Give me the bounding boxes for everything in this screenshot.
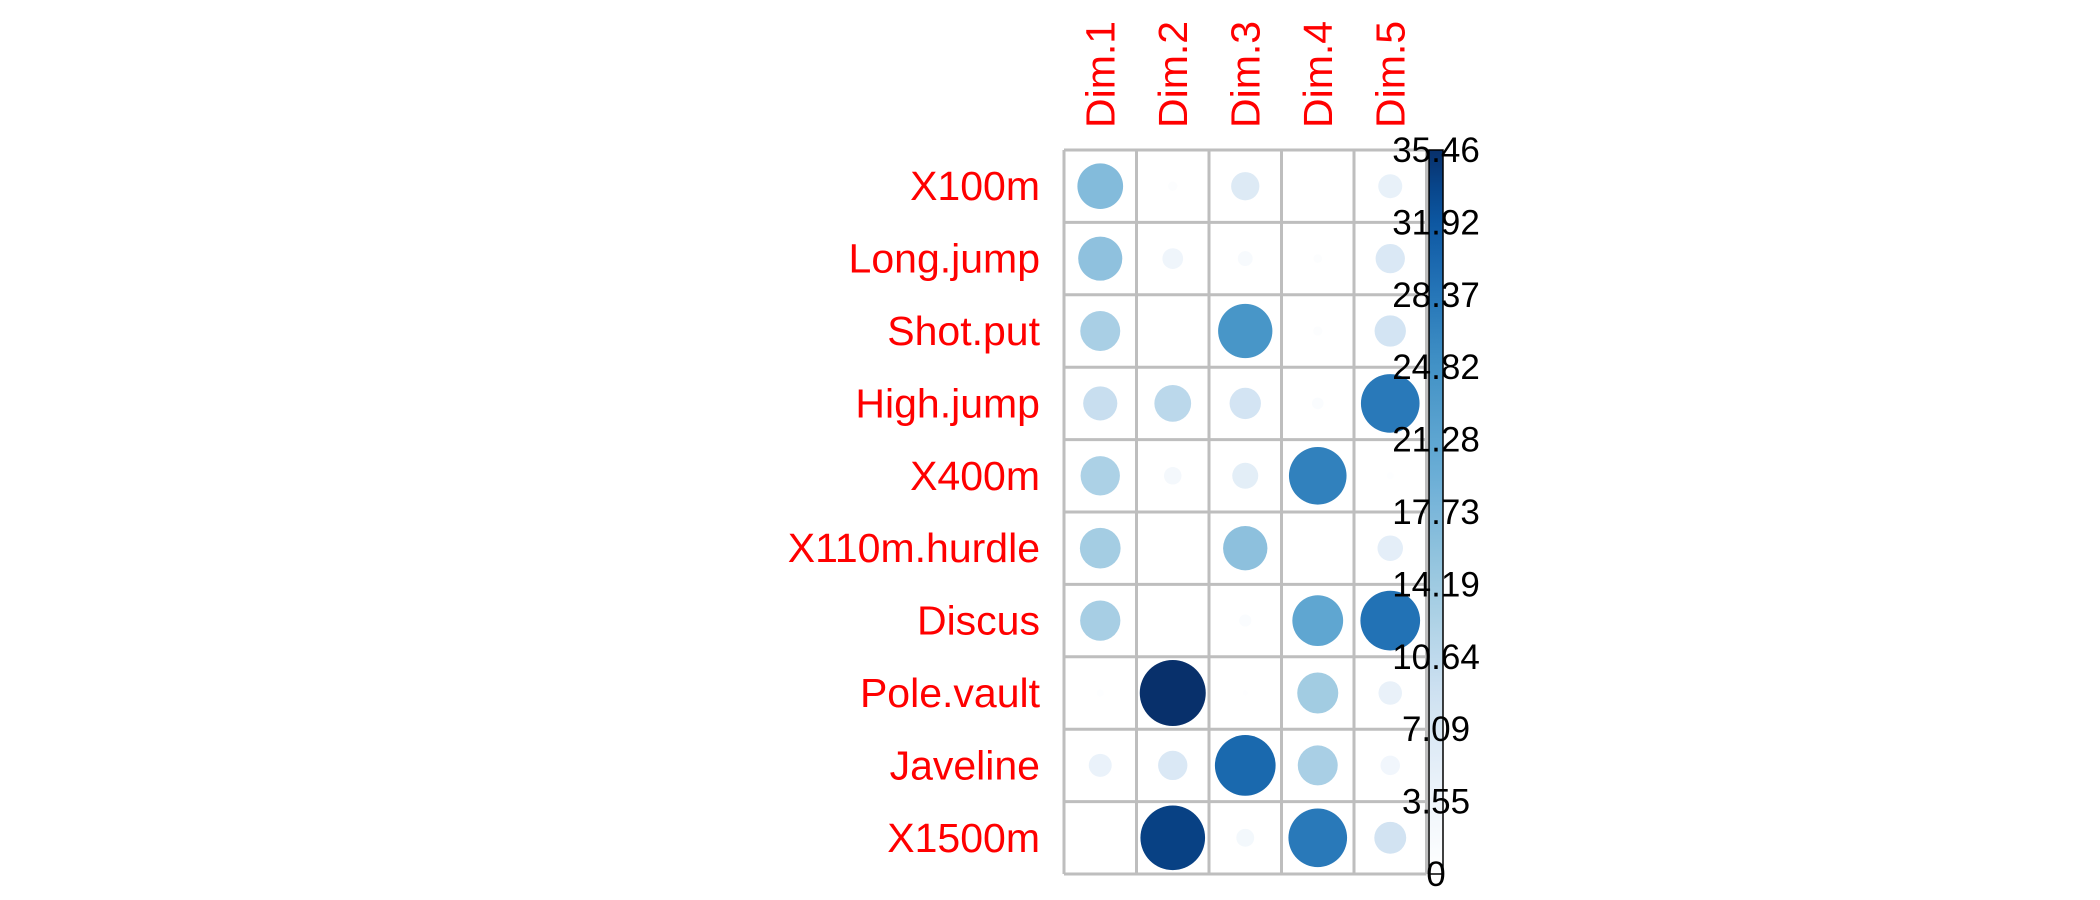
row-label: X100m	[910, 163, 1040, 209]
cell-circle	[1083, 386, 1118, 421]
cell-circle	[1154, 385, 1192, 422]
cell-circle	[1214, 735, 1276, 796]
cell-circle	[1079, 527, 1121, 569]
cell-circle	[1096, 689, 1104, 697]
cell-circle	[1377, 535, 1404, 561]
row-label: Shot.put	[887, 308, 1040, 354]
color-scale-tick-label: 24.82	[1392, 348, 1480, 387]
cell-circle	[1360, 374, 1420, 433]
cell-circle	[1171, 329, 1175, 333]
row-label: X400m	[910, 453, 1040, 499]
color-scale-tick-label: 35.46	[1392, 131, 1480, 170]
cell-circle	[1088, 753, 1112, 777]
color-scale-tick-label: 0	[1426, 855, 1445, 894]
cell-circle	[1242, 690, 1248, 696]
color-scale-tick-label: 17.73	[1392, 493, 1480, 532]
row-label: X1500m	[887, 815, 1040, 861]
color-scale-tick-label: 14.19	[1392, 565, 1480, 604]
cell-circle	[1078, 236, 1123, 281]
cell-circle	[1311, 397, 1324, 410]
cell-circle	[1218, 303, 1273, 359]
cell-circle	[1292, 595, 1344, 646]
cell-circle	[1288, 808, 1348, 868]
cell-circle	[1232, 462, 1259, 489]
column-label: Dim.5	[1367, 21, 1413, 128]
cell-circle	[1239, 614, 1252, 627]
color-scale-tick-label: 31.92	[1392, 203, 1480, 242]
cell-circle	[1168, 181, 1178, 191]
row-label: Javeline	[890, 742, 1040, 788]
cell-circle	[1163, 467, 1182, 485]
cell-circle	[1158, 750, 1188, 781]
cell-circle	[1077, 163, 1124, 210]
cell-circle	[1288, 447, 1347, 505]
cell-circle	[1237, 251, 1253, 267]
row-label: Pole.vault	[860, 670, 1041, 716]
cell-circle	[1162, 248, 1184, 269]
row-label: High.jump	[855, 380, 1040, 426]
row-label: X110m.hurdle	[788, 525, 1040, 571]
cell-circle	[1080, 456, 1120, 496]
cell-circle	[1313, 326, 1323, 336]
cell-circle	[1236, 828, 1255, 847]
cell-circle	[1386, 472, 1394, 480]
color-scale-tick-label: 7.09	[1402, 710, 1470, 749]
cell-circle	[1080, 600, 1121, 641]
cell-circle	[1297, 745, 1338, 786]
cell-circle	[1139, 660, 1206, 726]
cell-circle	[1374, 315, 1406, 347]
cell-circle	[1380, 755, 1401, 776]
cell-circle	[1229, 387, 1261, 420]
column-label: Dim.2	[1150, 21, 1196, 128]
color-scale-tick-label: 3.55	[1402, 783, 1470, 822]
row-label: Long.jump	[849, 236, 1040, 282]
color-scale-tick-label: 10.64	[1392, 638, 1480, 677]
color-scale-bar	[1428, 149, 1444, 875]
column-label: Dim.4	[1295, 21, 1341, 128]
cell-circle	[1360, 590, 1421, 651]
cell-circle	[1378, 681, 1403, 705]
cell-circle	[1374, 821, 1407, 854]
cell-circle	[1378, 174, 1403, 199]
cell-circle	[1140, 805, 1206, 871]
color-scale-tick-label: 21.28	[1392, 421, 1480, 460]
cell-circle	[1231, 172, 1260, 201]
cell-circle	[1297, 672, 1339, 714]
cell-circle	[1223, 526, 1268, 571]
cell-circle	[1313, 254, 1323, 263]
color-scale-tick-label: 28.37	[1392, 276, 1480, 315]
cell-circle	[1375, 243, 1405, 274]
column-label: Dim.1	[1077, 21, 1123, 128]
cell-circle	[1080, 311, 1121, 351]
row-label: Discus	[917, 598, 1040, 644]
column-label: Dim.3	[1222, 21, 1268, 128]
